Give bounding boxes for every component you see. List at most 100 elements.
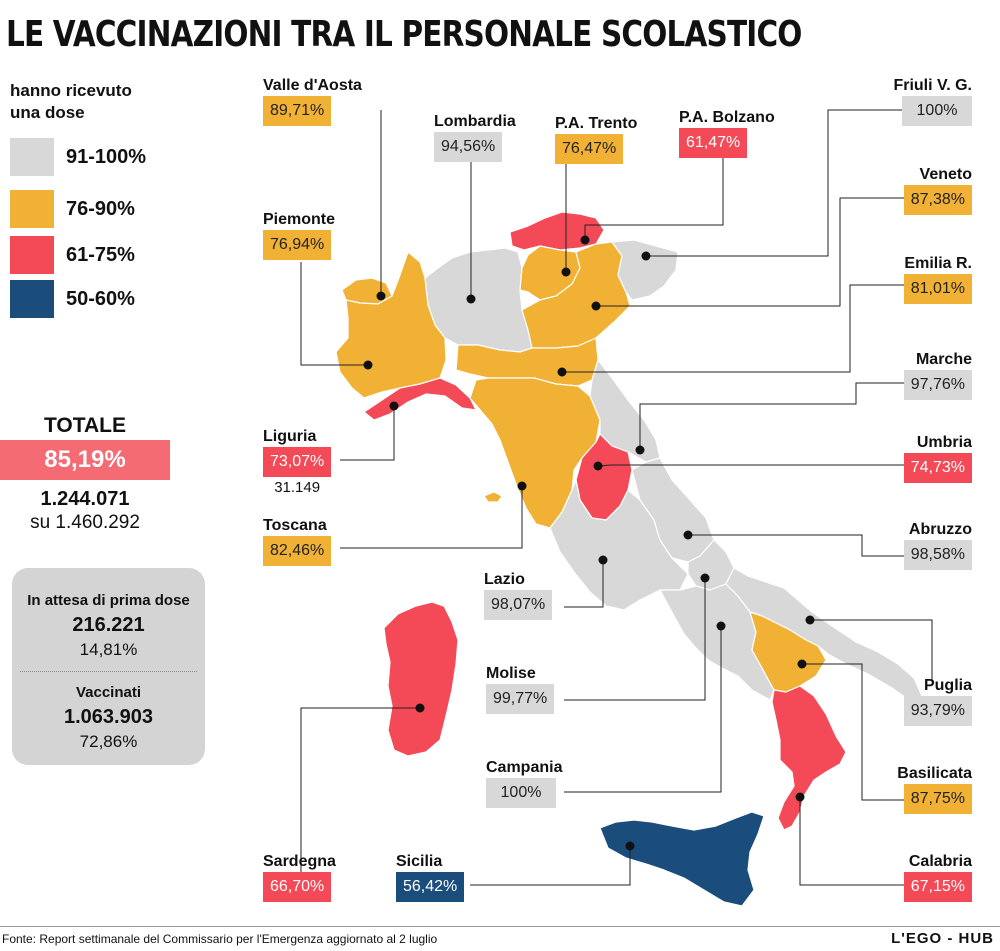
- label-lombardia: Lombardia 94,56%: [434, 112, 516, 162]
- leader-puglia: [810, 619, 933, 680]
- region-extra: 31.149: [274, 479, 321, 496]
- region-name: Marche: [915, 351, 972, 368]
- leader-molise: [564, 578, 706, 701]
- dot-pa-trento: [561, 267, 571, 277]
- vaccinated-percent: 72,86%: [79, 732, 138, 751]
- summary-box: In attesa di prima dose 216.221 14,81% V…: [12, 568, 205, 765]
- region-value: 89,71%: [263, 96, 332, 126]
- region-value: 98,58%: [903, 540, 972, 570]
- label-veneto: Veneto 87,38%: [903, 165, 972, 215]
- region-basilicata: [749, 611, 827, 693]
- label-pa-trento: P.A. Trento 76,47%: [555, 114, 637, 164]
- label-abruzzo: Abruzzo 98,58%: [903, 520, 972, 570]
- waiting-label: In attesa di prima dose: [27, 592, 190, 609]
- region-value: 87,38%: [903, 185, 972, 215]
- legend-swatch: [10, 236, 54, 274]
- total-count: 1.244.071: [40, 488, 130, 510]
- label-piemonte: Piemonte 76,94%: [263, 210, 335, 260]
- dot-basilicata: [797, 659, 807, 669]
- label-calabria: Calabria 67,15%: [903, 852, 972, 902]
- label-basilicata: Basilicata 87,75%: [897, 764, 972, 814]
- region-value: 56,42%: [396, 872, 465, 902]
- region-name: P.A. Bolzano: [679, 109, 775, 126]
- region-name: Lazio: [484, 571, 525, 588]
- legend-label: 91-100%: [66, 145, 147, 168]
- region-value: 76,94%: [263, 230, 332, 260]
- total-of: su 1.460.292: [30, 512, 140, 533]
- region-name: Molise: [486, 665, 536, 682]
- legend-item: 76-90%: [10, 190, 135, 228]
- legend-label: 61-75%: [66, 243, 135, 266]
- vaccinated-count: 1.063.903: [64, 706, 153, 728]
- region-value: 73,07%: [263, 447, 332, 477]
- region-name: Toscana: [263, 517, 327, 534]
- dot-friuli: [641, 251, 651, 261]
- region-value: 81,01%: [903, 274, 972, 304]
- italy-map: [300, 109, 966, 907]
- leader-sardegna: [300, 707, 420, 885]
- label-friuli: Friuli V. G. 100%: [893, 76, 972, 126]
- legend-title: hanno ricevuto una dose: [10, 80, 132, 124]
- region-value: 100%: [902, 96, 972, 126]
- legend-swatch: [10, 138, 54, 176]
- region-name: Abruzzo: [908, 521, 972, 538]
- dot-lombardia: [466, 294, 476, 304]
- region-name: Valle d'Aosta: [263, 77, 362, 94]
- dot-piemonte: [363, 360, 373, 370]
- dot-molise: [700, 573, 710, 583]
- region-name: Sicilia: [396, 853, 443, 870]
- region-friuli: [611, 239, 679, 301]
- dot-sardegna: [415, 703, 425, 713]
- label-molise: Molise 99,77%: [486, 664, 555, 714]
- legend-item: 61-75%: [10, 236, 135, 274]
- legend-title-line2: una dose: [10, 103, 85, 122]
- dot-sicilia: [625, 841, 635, 851]
- region-value: 93,79%: [903, 696, 972, 726]
- legend-label: 50-60%: [66, 287, 135, 310]
- leader-pa-bolzano: [584, 155, 724, 240]
- region-name: Campania: [486, 759, 563, 776]
- label-umbria: Umbria 74,73%: [903, 433, 972, 483]
- legend-label: 76-90%: [66, 197, 135, 220]
- label-emilia: Emilia R. 81,01%: [903, 254, 972, 304]
- region-value: 66,70%: [263, 872, 332, 902]
- region-value: 67,15%: [903, 872, 972, 902]
- region-value: 61,47%: [679, 128, 748, 158]
- label-sardegna: Sardegna 66,70%: [263, 852, 336, 902]
- region-name: P.A. Trento: [555, 115, 638, 132]
- region-name: Basilicata: [897, 765, 972, 782]
- dot-liguria: [389, 401, 399, 411]
- leader-umbria: [599, 464, 966, 467]
- label-toscana: Toscana 82,46%: [263, 516, 332, 566]
- region-name: Sardegna: [263, 853, 336, 870]
- box-divider: [20, 671, 197, 672]
- region-name: Calabria: [908, 853, 972, 870]
- label-valle-daosta: Valle d'Aosta 89,71%: [263, 76, 362, 126]
- legend-swatch: [10, 280, 54, 318]
- dot-abruzzo: [683, 530, 693, 540]
- region-value: 97,76%: [903, 370, 972, 400]
- leader-lazio: [564, 560, 604, 608]
- region-value: 87,75%: [903, 784, 972, 814]
- island-elba: [483, 491, 503, 503]
- legend-title-line1: hanno ricevuto: [10, 81, 132, 100]
- region-value: 74,73%: [903, 453, 972, 483]
- leader-friuli: [650, 109, 966, 257]
- region-sardegna: [383, 601, 459, 757]
- total-label: TOTALE: [43, 414, 127, 437]
- region-name: Veneto: [919, 166, 972, 183]
- label-pa-bolzano: P.A. Bolzano 61,47%: [679, 108, 775, 158]
- dot-toscana: [517, 481, 527, 491]
- dot-puglia: [805, 615, 815, 625]
- legend-swatch: [10, 190, 54, 228]
- vaccinated-label: Vaccinati: [75, 684, 142, 701]
- region-value: 99,77%: [486, 684, 555, 714]
- region-name: Emilia R.: [904, 255, 972, 272]
- region-name: Piemonte: [263, 211, 336, 228]
- label-liguria: Liguria 73,07% 31.149: [263, 427, 332, 499]
- label-campania: Campania 100%: [486, 758, 562, 808]
- region-value: 100%: [486, 778, 556, 808]
- region-name: Friuli V. G.: [893, 77, 972, 94]
- region-value: 82,46%: [263, 536, 332, 566]
- waiting-count: 216.221: [72, 614, 145, 636]
